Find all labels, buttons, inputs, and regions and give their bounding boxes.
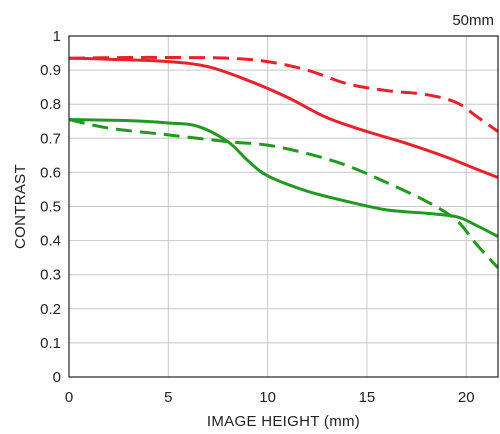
y-tick-label: 0.1 <box>40 335 61 352</box>
series-group <box>68 55 500 269</box>
x-tick-label: 20 <box>458 389 475 406</box>
x-tick-label: 5 <box>164 389 172 406</box>
y-tick-label: 0 <box>53 369 61 386</box>
series-line-2 <box>68 55 499 133</box>
y-tick-label: 0.3 <box>40 267 61 284</box>
y-tick-label: 0.5 <box>40 199 61 216</box>
x-axis-title: IMAGE HEIGHT (mm) <box>207 413 360 430</box>
focal-length-annotation: 50mm <box>452 12 494 29</box>
x-tick-labels: 0 5 10 15 20 <box>65 389 475 406</box>
y-axis-title: CONTRAST <box>12 164 29 249</box>
y-tick-labels: 0 0.1 0.2 0.3 0.4 0.5 0.6 0.7 0.8 0.9 1 <box>40 28 61 386</box>
y-tick-label: 0.6 <box>40 164 61 181</box>
grid <box>68 35 498 378</box>
y-tick-label: 0.4 <box>40 233 61 250</box>
x-tick-label: 0 <box>65 389 73 406</box>
series-line-3 <box>68 118 499 238</box>
x-tick-label: 10 <box>259 389 276 406</box>
y-tick-label: 0.2 <box>40 301 61 318</box>
y-tick-label: 0.7 <box>40 130 61 147</box>
y-tick-label: 0.8 <box>40 96 61 113</box>
series-line-1 <box>68 56 499 179</box>
y-tick-label: 1 <box>53 28 61 45</box>
plot-frame <box>68 35 499 378</box>
series-line-4 <box>68 118 500 269</box>
y-tick-label: 0.9 <box>40 62 61 79</box>
x-tick-label: 15 <box>359 389 376 406</box>
